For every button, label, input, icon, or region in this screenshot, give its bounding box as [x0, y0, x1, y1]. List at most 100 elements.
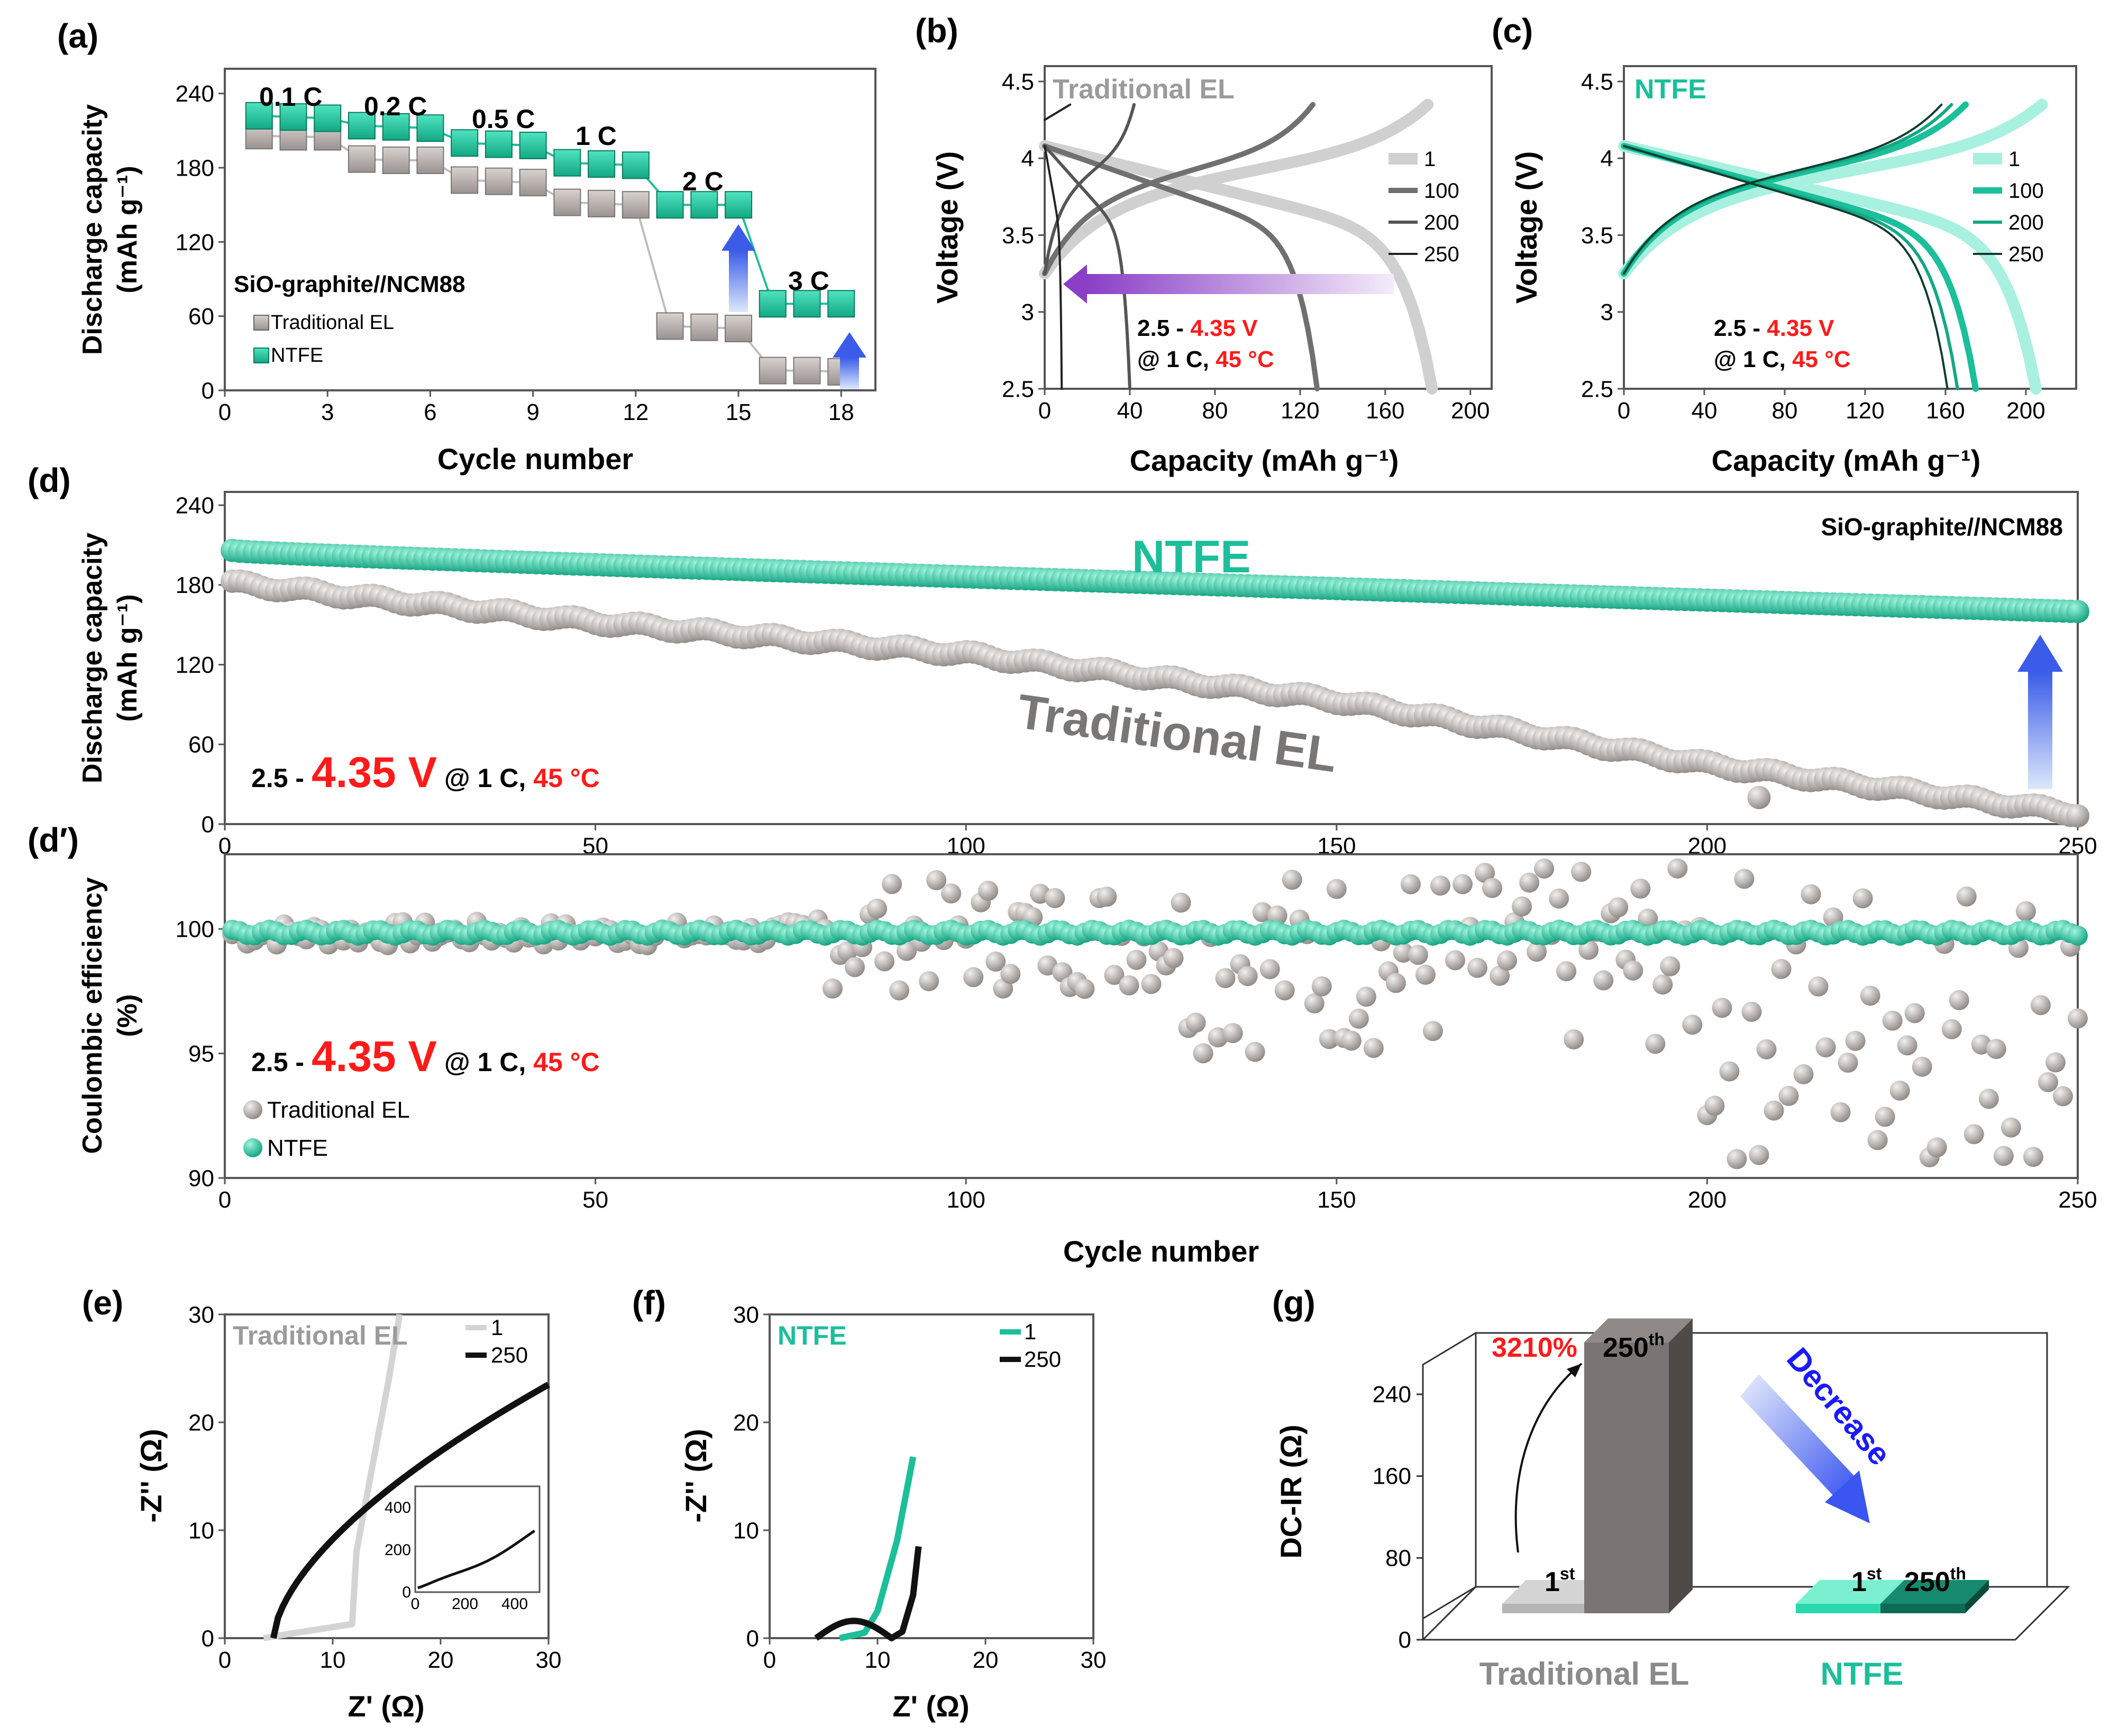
trad-point-dp	[1311, 976, 1332, 997]
y-tick-label-g-2: 160	[1373, 1464, 1411, 1490]
trad-point-dp	[1163, 948, 1184, 968]
trad-point-dp	[1941, 1019, 1962, 1039]
ntfe-point-a	[348, 112, 376, 140]
category-trad-g: Traditional EL	[1479, 1656, 1689, 1692]
data-marks-e	[263, 1314, 550, 1641]
discharge-curve-2-250	[1623, 145, 1949, 390]
wall-left-g	[1422, 1331, 1477, 1620]
rate-label-2: 0.5 C	[472, 104, 535, 134]
eis-curve-f-1	[839, 1456, 917, 1641]
legend-ntfe-dp: NTFE	[267, 1135, 328, 1161]
trad-point-dp	[1660, 956, 1680, 976]
x-tick-label-f-ticks-2: 20	[973, 1647, 999, 1673]
x-tick-label-c-ticks-1: 40	[1692, 398, 1718, 424]
y-tick-label-c-ticks-0: 2.5	[1581, 376, 1613, 402]
arrow-up-a1	[721, 224, 755, 312]
inset-y-tick-2: 400	[385, 1499, 411, 1516]
plot-frame-dp	[224, 853, 2079, 1179]
panel-label-e: (e)	[82, 1284, 123, 1322]
y-tick-label-a-ticks-3: 180	[176, 155, 214, 181]
xlabel-c: Capacity (mAh g⁻¹)	[1712, 444, 1981, 477]
trad-point-a	[519, 169, 547, 197]
bar-trad-1st-top	[1502, 1580, 1611, 1604]
panel-label-c: (c)	[1492, 12, 1533, 50]
eis-curve-e-1	[263, 1314, 403, 1641]
legend-e-1: 1	[491, 1315, 503, 1340]
trad-point-dp	[1341, 1030, 1362, 1051]
x-tick-label-c-ticks-4: 160	[1926, 398, 1965, 424]
trad-point-dp	[1838, 1053, 1858, 1073]
ntfe-point-a	[588, 150, 616, 178]
data-marks-dp	[222, 858, 2088, 1169]
axis-ticks-dp: 0 50 100 150 200 250 90 95 100	[176, 917, 2097, 1213]
y-tick-label-d-ticks-1: 60	[188, 732, 214, 758]
trad-outlier-d	[1747, 785, 1771, 809]
discharge-curve-1-100	[1042, 143, 1320, 391]
trad-point-a	[759, 357, 787, 385]
trad-point-dp	[1490, 965, 1510, 986]
trad-point-dp	[1949, 990, 1969, 1010]
ntfe-point-a	[622, 151, 650, 179]
ntfe-point-a	[793, 290, 821, 318]
plot-frame-e	[224, 1313, 550, 1639]
inset-x-tick-2: 400	[501, 1595, 528, 1613]
trad-point-dp	[845, 957, 865, 977]
bar-trad-250th-side	[1669, 1318, 1693, 1613]
data-marks-a	[245, 102, 855, 386]
trad-point-dp	[1215, 968, 1236, 989]
trad-point-dp	[1274, 980, 1295, 1001]
trad-point-dp	[1652, 974, 1673, 995]
x-tick-label-e-ticks-2: 20	[428, 1647, 454, 1673]
label-250th-ntfe-g: 250th	[1904, 1564, 1966, 1597]
y-tick-label-a-ticks-4: 240	[176, 81, 214, 107]
trad-point-dp	[1126, 949, 1147, 970]
y-tick-label-a-ticks-1: 60	[188, 304, 214, 330]
trad-point-dp	[1445, 950, 1465, 971]
trad-point-dp	[1571, 862, 1592, 882]
inset-y-tick-1: 200	[385, 1541, 411, 1559]
trad-point-dp	[1771, 958, 1792, 979]
ntfe-point-a	[656, 191, 684, 219]
trad-point-dp	[978, 881, 999, 901]
y-tick-label-dp-ticks-2: 100	[176, 917, 214, 943]
trad-point-dp	[1119, 975, 1139, 995]
x-tick-label-b-ticks-5: 200	[1451, 398, 1490, 424]
trad-point-dp	[985, 951, 1006, 972]
trad-point-dp	[1912, 1056, 1932, 1077]
arrow-up-d	[2017, 635, 2063, 789]
trad-point-a	[588, 189, 616, 217]
discharge-curve-1-1	[1039, 140, 1438, 395]
x-tick-label-c-ticks-2: 80	[1772, 398, 1798, 424]
wall-back-g	[1475, 1332, 2048, 1588]
y-tick-label-b-ticks-3: 4	[1021, 146, 1034, 172]
trad-point-dp	[882, 874, 902, 894]
trad-point-dp	[1875, 1107, 1895, 1127]
title-e: Traditional EL	[233, 1321, 408, 1350]
legend-ntfe-a: NTFE	[271, 344, 323, 367]
trad-point-dp	[1926, 1137, 1947, 1158]
trad-point-a	[348, 145, 376, 173]
arrow-up-a2	[833, 332, 866, 389]
trad-point-a	[725, 315, 753, 343]
trad-point-dp	[2015, 901, 2036, 921]
x-tick-label-dp-ticks-2: 100	[946, 1187, 985, 1213]
trad-point-a	[382, 147, 410, 175]
charge-curve-1-250	[1044, 103, 1072, 121]
trad-point-dp	[1363, 1038, 1384, 1058]
ntfe-point-a	[451, 129, 479, 157]
trad-point-dp	[1956, 886, 1977, 907]
trad-point-dp	[1282, 870, 1302, 890]
x-tick-label-a-ticks-3: 9	[526, 399, 539, 425]
condition2-b: @ 1 C, 45 °C	[1137, 346, 1274, 372]
trad-point-dp	[1556, 961, 1577, 982]
ntfe-point-a	[485, 130, 513, 158]
trad-point-a	[416, 147, 444, 175]
ntfe-point-a	[827, 290, 855, 318]
pct-label-g: 3210%	[1492, 1332, 1577, 1363]
trad-point-dp	[1608, 897, 1629, 918]
trad-point-dp	[1889, 1080, 1910, 1101]
